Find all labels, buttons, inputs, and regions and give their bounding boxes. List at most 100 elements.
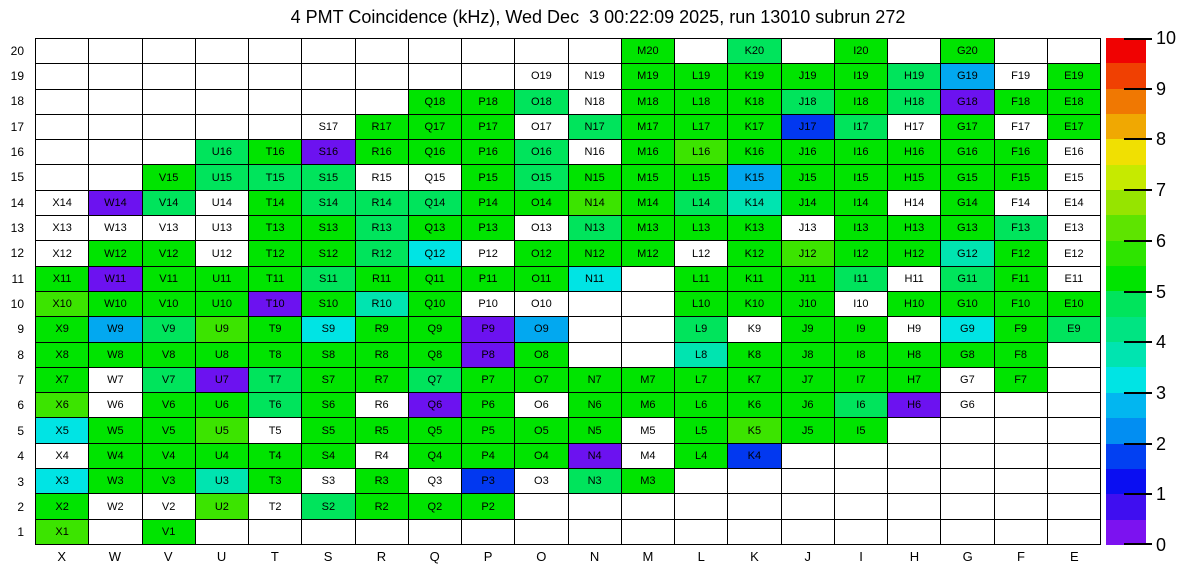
colorbar-segment: [1106, 215, 1146, 241]
y-axis-tick-label: 9: [17, 322, 24, 337]
heatmap-cell: [781, 469, 835, 495]
heatmap-cell: R2: [355, 494, 409, 520]
heatmap-cell: V3: [142, 469, 196, 495]
heatmap-cell: T7: [249, 367, 303, 394]
heatmap-cell: L17: [675, 114, 729, 141]
x-axis-tick-label: R: [376, 549, 387, 564]
heatmap-cell: S15: [302, 165, 356, 191]
x-axis-tick-label: U: [216, 549, 227, 564]
heatmap-cell: T13: [249, 216, 303, 242]
heatmap-cell: L9: [675, 317, 729, 343]
heatmap-cell: [568, 494, 622, 520]
heatmap-cell: Q8: [408, 342, 462, 368]
heatmap-cell: O7: [515, 367, 569, 394]
heatmap-cell: F12: [994, 241, 1048, 267]
heatmap-cell: [781, 39, 835, 65]
heatmap-cell: N19: [568, 64, 622, 90]
x-axis-tick-label: K: [750, 549, 759, 564]
heatmap-cell: R10: [355, 291, 409, 318]
heatmap-cell: W3: [89, 469, 143, 495]
heatmap-cell: S10: [302, 291, 356, 318]
heatmap-cell: [462, 519, 516, 545]
heatmap-cell: U14: [195, 190, 249, 217]
heatmap-cell: K9: [728, 317, 782, 343]
heatmap-cell: N6: [568, 393, 622, 419]
heatmap-cell: I14: [834, 190, 888, 217]
heatmap-cell: L12: [675, 241, 729, 267]
x-axis-tick-label: G: [962, 549, 973, 564]
heatmap-cell: V15: [142, 165, 196, 191]
heatmap-cell: T16: [249, 140, 303, 166]
colorbar-tick-label: 9: [1156, 78, 1167, 99]
colorbar-tick-label: 1: [1156, 484, 1167, 505]
heatmap-cell: M12: [621, 241, 675, 267]
colorbar-segment: [1106, 114, 1146, 140]
heatmap-cell: [888, 469, 942, 495]
heatmap-cell: N16: [568, 140, 622, 166]
heatmap-cell: M20: [621, 39, 675, 65]
heatmap-cell: N17: [568, 114, 622, 141]
heatmap-cell: [462, 39, 516, 65]
heatmap-cell: [195, 519, 249, 545]
heatmap-cell: E12: [1047, 241, 1101, 267]
heatmap-cell: [302, 519, 356, 545]
y-axis-tick-label: 8: [17, 347, 24, 362]
heatmap-cell: L18: [675, 89, 729, 115]
heatmap-cell: X12: [36, 241, 90, 267]
colorbar-tick-label: 10: [1156, 28, 1177, 48]
heatmap-cell: W11: [89, 266, 143, 292]
heatmap-cell: I7: [834, 367, 888, 394]
y-axis-tick-label: 13: [10, 221, 24, 236]
heatmap-cell: U13: [195, 216, 249, 242]
heatmap-cell: [888, 443, 942, 470]
heatmap-cell: R5: [355, 418, 409, 444]
heatmap-cell: M19: [621, 64, 675, 90]
heatmap-cell: [515, 519, 569, 545]
heatmap-cell: W9: [89, 317, 143, 343]
heatmap-cell: N3: [568, 469, 622, 495]
heatmap-cell: J11: [781, 266, 835, 292]
heatmap-cell: T8: [249, 342, 303, 368]
heatmap-cell: [195, 114, 249, 141]
heatmap-cell: [302, 89, 356, 115]
heatmap-cell: X4: [36, 443, 90, 470]
heatmap-cell: [781, 443, 835, 470]
heatmap-cell: O11: [515, 266, 569, 292]
x-axis-tick-label: X: [57, 549, 66, 564]
heatmap-cell: W6: [89, 393, 143, 419]
heatmap-cell: I9: [834, 317, 888, 343]
heatmap-cell: [36, 165, 90, 191]
heatmap-cell: U3: [195, 469, 249, 495]
y-axis-tick-label: 5: [17, 423, 24, 438]
y-axis-labels: 20 19 18 17 16 15 14 13 12 11 10 9 8 7 6 5 4 3 2 1: [0, 38, 29, 545]
heatmap-cell: [1047, 342, 1101, 368]
heatmap-cell: G9: [941, 317, 995, 343]
y-axis-tick-label: 14: [10, 195, 24, 210]
heatmap-cell: S5: [302, 418, 356, 444]
heatmap-cell: W7: [89, 367, 143, 394]
heatmap-cell: M7: [621, 367, 675, 394]
heatmap-cell: G11: [941, 266, 995, 292]
heatmap-cell: K12: [728, 241, 782, 267]
heatmap-cell: [568, 39, 622, 65]
heatmap-cell: X2: [36, 494, 90, 520]
colorbar-tick-label: 6: [1156, 230, 1167, 251]
heatmap-cell: O18: [515, 89, 569, 115]
heatmap-cell: J13: [781, 216, 835, 242]
heatmap-cell: U4: [195, 443, 249, 470]
heatmap-cell: L11: [675, 266, 729, 292]
heatmap-cell: [195, 89, 249, 115]
heatmap-cell: [941, 469, 995, 495]
heatmap-cell: E18: [1047, 89, 1101, 115]
heatmap-cell: U8: [195, 342, 249, 368]
colorbar-tick-label: 7: [1156, 180, 1167, 201]
heatmap-cell: U7: [195, 367, 249, 394]
heatmap-cell: I6: [834, 393, 888, 419]
heatmap-cell: P6: [462, 393, 516, 419]
heatmap-cell: L10: [675, 291, 729, 318]
heatmap-cell: P3: [462, 469, 516, 495]
heatmap-cell: V2: [142, 494, 196, 520]
heatmap-cell: P12: [462, 241, 516, 267]
heatmap-cell: H7: [888, 367, 942, 394]
heatmap-cell: I10: [834, 291, 888, 318]
